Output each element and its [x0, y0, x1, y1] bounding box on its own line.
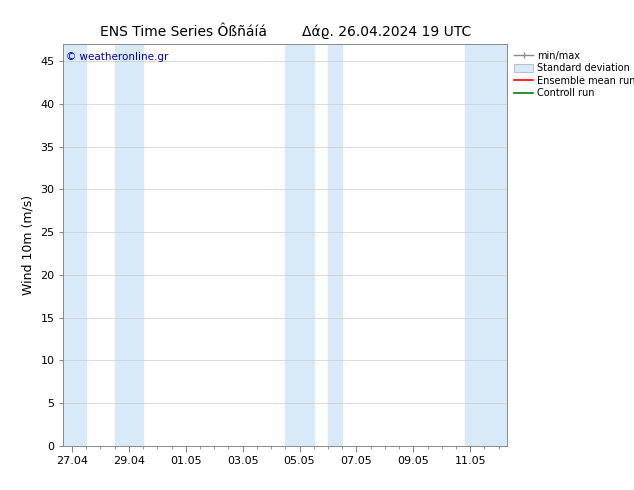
- Legend: min/max, Standard deviation, Ensemble mean run, Controll run: min/max, Standard deviation, Ensemble me…: [512, 49, 634, 100]
- Bar: [63, 44, 86, 446]
- Bar: [465, 44, 507, 446]
- Bar: [328, 44, 342, 446]
- Text: © weatheronline.gr: © weatheronline.gr: [66, 52, 168, 62]
- Y-axis label: Wind 10m (m/s): Wind 10m (m/s): [22, 195, 35, 295]
- Title: ENS Time Series Ôßñáíá        Δάϱ. 26.04.2024 19 UTC: ENS Time Series Ôßñáíá Δάϱ. 26.04.2024 1…: [100, 22, 471, 39]
- Bar: [285, 44, 314, 446]
- Bar: [115, 44, 143, 446]
